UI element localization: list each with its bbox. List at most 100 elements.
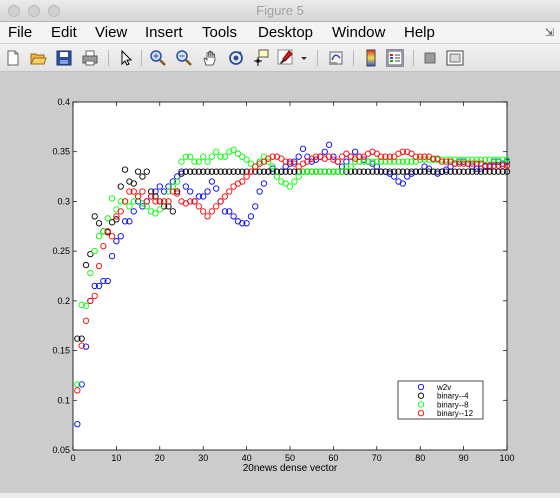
zoom-in-icon[interactable] (149, 49, 167, 67)
restore-icon[interactable]: ⇲ (544, 27, 554, 39)
data-point (230, 168, 237, 175)
legend-marker (417, 409, 425, 417)
save-icon[interactable] (55, 49, 73, 67)
data-point (213, 185, 220, 192)
data-point (260, 168, 268, 175)
menu-bar: File Edit View Insert Tools Desktop Wind… (0, 22, 560, 44)
data-point (208, 178, 216, 185)
data-point (473, 156, 480, 163)
rotate-3d-icon[interactable] (227, 49, 245, 67)
data-point (121, 198, 129, 205)
legend-label: binary--12 (437, 409, 474, 418)
data-point (160, 188, 168, 195)
data-point (482, 162, 489, 169)
x-tick-label: 10 (111, 453, 121, 463)
data-point (130, 198, 137, 205)
data-point (82, 343, 90, 350)
zoom-window-button[interactable] (48, 5, 60, 17)
print-icon[interactable] (81, 49, 99, 67)
data-point (187, 198, 194, 205)
y-tick-label: 0.25 (52, 246, 70, 256)
data-point (404, 168, 411, 175)
menu-window[interactable]: Window (332, 24, 386, 41)
open-file-icon[interactable] (29, 49, 47, 67)
data-point (182, 183, 189, 190)
scatter-chart: 0 10 20 30 40 50 60 70 80 90 100 0.05 0.1 0.15 0.2 0.25… (52, 97, 514, 474)
link-plot-icon[interactable] (327, 49, 345, 67)
data-point (174, 188, 181, 195)
data-point (386, 153, 393, 160)
data-point (230, 213, 237, 220)
data-point (252, 163, 259, 170)
data-point (74, 335, 81, 342)
x-tick-label: 70 (372, 453, 382, 463)
data-cursor-icon[interactable] (252, 49, 270, 67)
x-tick-label: 100 (499, 453, 514, 463)
data-point (286, 183, 294, 190)
data-point (217, 198, 224, 205)
data-point (325, 141, 333, 148)
data-point (178, 168, 185, 175)
data-point (195, 158, 203, 165)
menu-desktop[interactable]: Desktop (258, 24, 314, 41)
data-point (399, 148, 406, 155)
data-point (430, 155, 437, 162)
hide-plot-tools-icon[interactable] (421, 49, 439, 67)
data-point (278, 155, 285, 162)
minimize-window-button[interactable] (28, 5, 40, 17)
data-point (499, 168, 506, 175)
data-point (139, 188, 146, 195)
data-point (291, 158, 298, 165)
data-point (78, 381, 85, 388)
data-point (117, 208, 124, 215)
data-point (338, 153, 346, 160)
data-point (74, 381, 81, 388)
zoom-out-icon[interactable] (175, 49, 193, 67)
pan-hand-icon[interactable] (201, 49, 219, 67)
brush-dropdown-icon[interactable] (299, 49, 309, 67)
toolbar-separator (353, 50, 354, 66)
data-point (204, 158, 211, 165)
data-point (230, 146, 237, 153)
menu-edit[interactable]: Edit (51, 24, 77, 41)
data-point (477, 156, 485, 163)
data-point (486, 168, 493, 175)
data-point (299, 145, 307, 152)
legend-icon[interactable] (386, 49, 404, 67)
data-point (399, 180, 406, 187)
menu-insert[interactable]: Insert (145, 24, 183, 41)
data-point (377, 153, 385, 160)
data-point (382, 168, 389, 175)
data-point (208, 153, 216, 160)
menu-file[interactable]: File (8, 24, 33, 41)
menu-view[interactable]: View (95, 24, 128, 41)
data-point (304, 158, 311, 165)
brush-icon[interactable] (277, 49, 295, 67)
data-point (221, 208, 229, 215)
data-point (490, 168, 498, 175)
pointer-icon[interactable] (117, 49, 135, 67)
data-point (143, 168, 150, 175)
new-figure-icon[interactable] (4, 49, 22, 67)
data-point (482, 156, 489, 163)
x-tick-label: 40 (242, 453, 252, 463)
window-title: Figure 5 (256, 3, 304, 18)
data-point (408, 168, 415, 175)
close-window-button[interactable] (8, 5, 20, 17)
x-tick-label: 90 (459, 453, 469, 463)
data-point (369, 168, 376, 175)
colorbar-icon[interactable] (362, 49, 380, 67)
menu-help[interactable]: Help (404, 24, 435, 41)
data-point (200, 193, 207, 200)
data-point (273, 173, 281, 180)
data-point (213, 148, 220, 155)
data-point (360, 168, 367, 175)
data-point (338, 168, 346, 175)
legend-marker (417, 401, 425, 408)
data-point (391, 168, 398, 175)
data-point (256, 168, 263, 175)
show-plot-tools-icon[interactable] (446, 49, 464, 67)
menu-tools[interactable]: Tools (202, 24, 238, 41)
data-point (269, 163, 276, 170)
data-point (469, 168, 476, 175)
